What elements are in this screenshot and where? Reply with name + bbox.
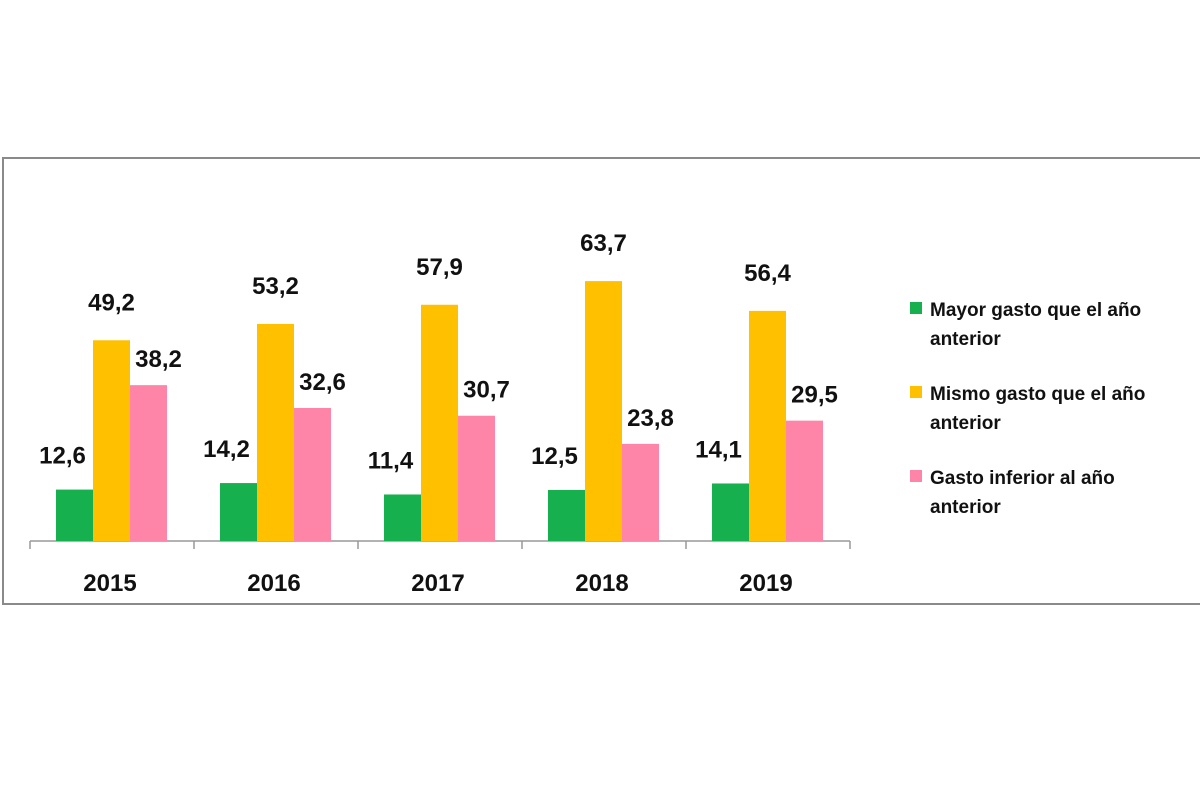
bar-2015-series-1 <box>56 489 93 541</box>
category-label: 2016 <box>247 570 300 597</box>
legend-label: Gasto inferior al año <box>930 468 1115 489</box>
category-label: 2017 <box>411 570 464 597</box>
bar-2015-series-3 <box>130 385 167 541</box>
bars <box>56 281 823 541</box>
data-label: 57,9 <box>416 254 463 281</box>
bar-2019-series-2 <box>749 310 786 541</box>
data-label: 49,2 <box>88 289 135 316</box>
category-label: 2018 <box>575 570 628 597</box>
legend-label: anterior <box>930 497 1001 518</box>
data-label: 30,7 <box>463 377 510 404</box>
category-label: 2019 <box>739 570 792 597</box>
legend-label: anterior <box>930 329 1001 350</box>
legend-label: Mayor gasto que el año <box>930 300 1141 321</box>
data-label: 11,4 <box>368 447 414 474</box>
bar-2018-series-1 <box>548 490 585 541</box>
bar-2016-series-3 <box>294 407 331 541</box>
category-labels: 2015 2016 2017 2018 2019 <box>83 570 792 597</box>
legend-label: anterior <box>930 413 1001 434</box>
category-label: 2015 <box>83 570 136 597</box>
legend-item: Mismo gasto que el año anterior <box>910 384 1145 434</box>
data-label: 14,1 <box>695 436 742 463</box>
data-labels: 12,6 14,2 11,4 12,5 14,1 49,2 53,2 57,9 63,7 56,4… <box>39 230 838 474</box>
data-label: 29,5 <box>791 382 838 409</box>
x-axis <box>29 540 851 549</box>
bar-2015-series-2 <box>93 340 130 541</box>
bar-2016-series-2 <box>257 323 294 541</box>
bar-2017-series-2 <box>421 304 458 541</box>
data-label: 53,2 <box>252 273 299 300</box>
data-label: 14,2 <box>203 436 250 463</box>
legend-swatch <box>910 386 922 398</box>
bar-2016-series-1 <box>220 483 257 541</box>
data-label: 63,7 <box>580 230 627 257</box>
data-label: 12,5 <box>531 443 578 470</box>
data-label: 56,4 <box>744 260 791 287</box>
bar-2019-series-3 <box>786 420 823 541</box>
legend-item: Mayor gasto que el año anterior <box>910 300 1141 350</box>
data-label: 38,2 <box>135 346 182 373</box>
bar-2017-series-3 <box>458 415 495 541</box>
bar-2018-series-2 <box>585 281 622 541</box>
bar-2019-series-1 <box>712 483 749 541</box>
legend-item: Gasto inferior al año anterior <box>910 468 1115 518</box>
bar-2018-series-3 <box>622 443 659 541</box>
legend-swatch <box>910 470 922 482</box>
data-label: 23,8 <box>627 405 674 432</box>
legend-swatch <box>910 302 922 314</box>
bar-2017-series-1 <box>384 494 421 541</box>
data-label: 12,6 <box>39 443 86 470</box>
legend-label: Mismo gasto que el año <box>930 384 1145 405</box>
data-label: 32,6 <box>299 369 346 396</box>
